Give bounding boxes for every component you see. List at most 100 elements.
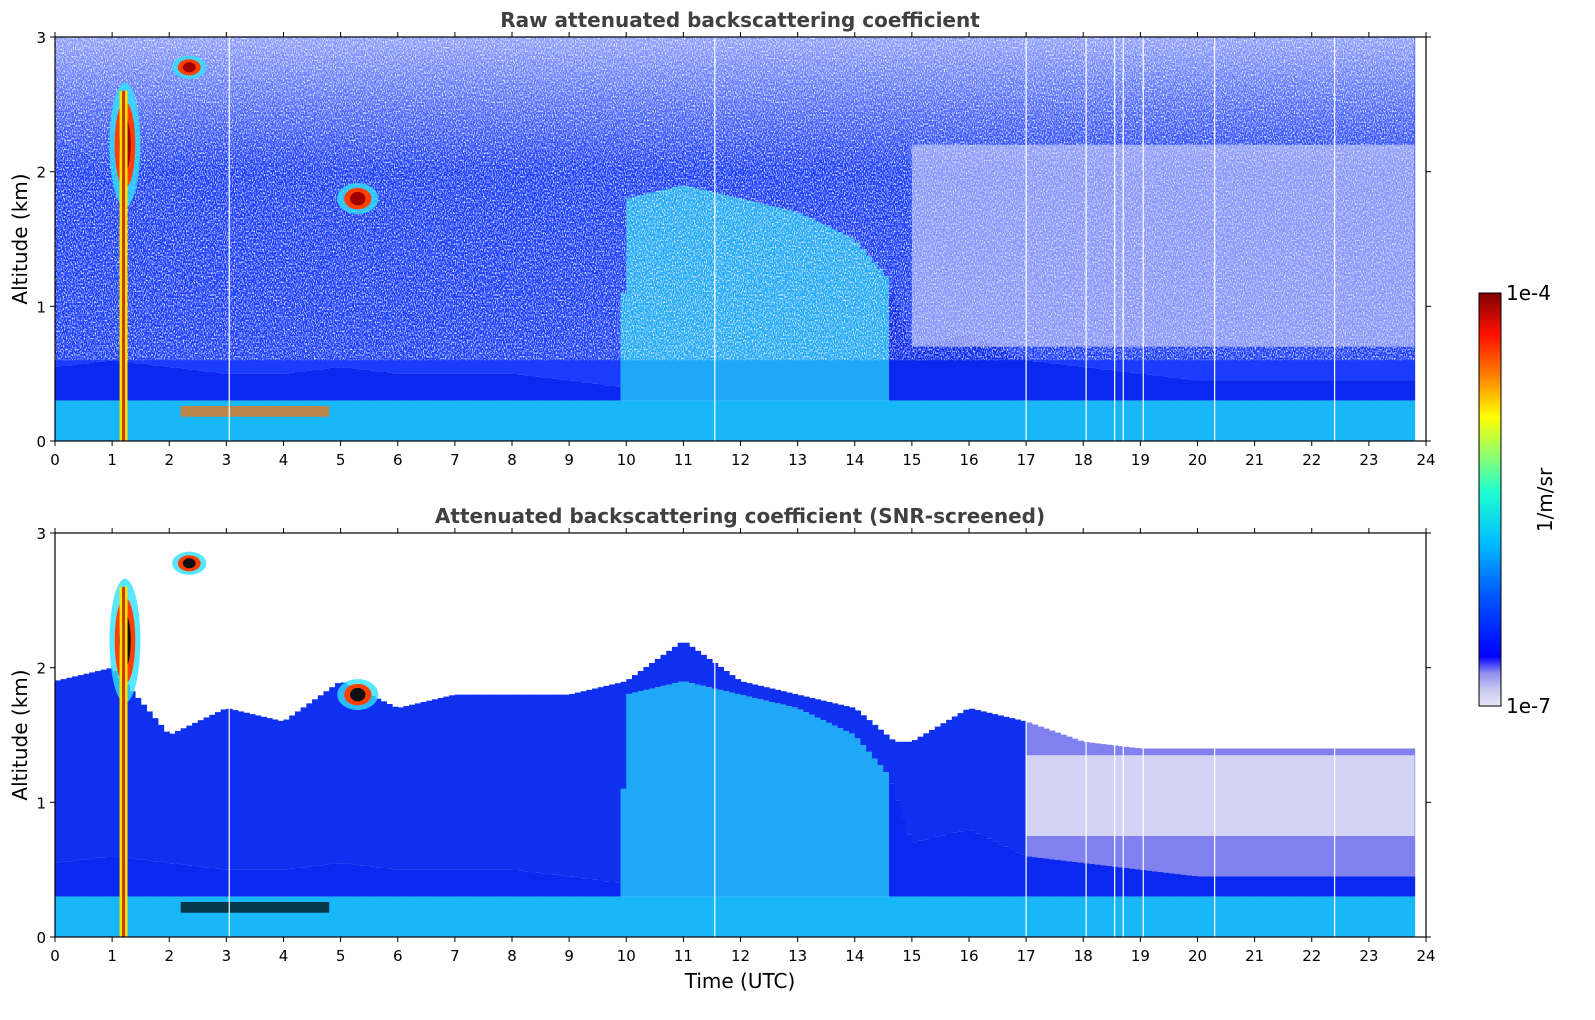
heatmap-cell-surface [146, 896, 153, 937]
heatmap-cell-surface [637, 400, 644, 441]
heatmap-cell-upper [403, 706, 410, 870]
heatmap-cell-upper [83, 673, 90, 860]
heatmap-cell-boundary-layer [1363, 876, 1370, 897]
heatmap-cell-boundary-layer [1203, 380, 1210, 401]
heatmap-cell-surface [346, 400, 353, 441]
heatmap-cell-surface [969, 400, 976, 441]
heatmap-cell-boundary-layer [174, 367, 182, 401]
heatmap-cell-surface [734, 896, 742, 937]
heatmap-cell-boundary-layer [1026, 856, 1033, 897]
heatmap-cell-surface [991, 896, 999, 937]
heatmap-cell-boundary-layer [923, 343, 930, 401]
heatmap-cell-surface [1043, 896, 1050, 937]
heatmap-cell-boundary-layer [603, 881, 610, 897]
heatmap-cell-surface [934, 400, 942, 441]
heatmap-cell-surface [1168, 400, 1176, 441]
heatmap-cell-boundary-layer [272, 373, 279, 401]
heatmap-cell-boundary-layer [1271, 380, 1279, 401]
heatmap-cell-boundary-layer [609, 882, 616, 897]
heatmap-cell-surface [1334, 896, 1341, 937]
heatmap-cell-boundary-layer [466, 869, 473, 897]
heatmap-cell-boundary-layer [757, 699, 764, 897]
heatmap-cell-surface [751, 896, 759, 937]
heatmap-cell-surface [609, 400, 616, 441]
heatmap-cell-boundary-layer [1134, 373, 1141, 401]
heatmap-cell-surface [917, 400, 924, 441]
heatmap-cell-boundary-layer [1197, 876, 1204, 897]
heatmap-cell-boundary-layer [163, 366, 170, 401]
heatmap-cell-surface [1186, 400, 1193, 441]
cloud-peak [350, 191, 366, 206]
heatmap-cell-boundary-layer [666, 684, 673, 897]
heatmap-cell-surface [729, 400, 736, 441]
heatmap-cell-surface [929, 400, 936, 441]
y-tick-label: 3 [36, 525, 46, 543]
heatmap-cell-surface [1026, 400, 1033, 441]
heatmap-cell-surface [409, 896, 416, 937]
heatmap-cell-upper [237, 711, 245, 870]
heatmap-cell-surface [837, 896, 844, 937]
heatmap-cell-boundary-layer [1088, 863, 1096, 897]
x-tick-label: 19 [1131, 947, 1150, 965]
heatmap-cell-surface [1214, 896, 1221, 937]
heatmap-cell-upper [243, 712, 250, 870]
heatmap-cell-surface [517, 896, 525, 937]
heatmap-cell-boundary-layer [77, 363, 85, 401]
heatmap-cell-surface [974, 896, 982, 937]
heatmap-cell-boundary-layer [1300, 380, 1307, 401]
heatmap-cell-surface [1163, 896, 1170, 937]
heatmap-cell-boundary-layer [437, 373, 445, 401]
heatmap-cell-boundary-layer [671, 683, 679, 897]
heatmap-cell-boundary-layer [574, 877, 582, 897]
heatmap-cell-surface [831, 896, 839, 937]
heatmap-cell-boundary-layer [1106, 865, 1113, 897]
heatmap-cell-upper [534, 694, 542, 873]
x-tick-label: 12 [731, 451, 750, 469]
heatmap-cell-boundary-layer [1043, 858, 1050, 897]
heatmap-cell-boundary-layer [1391, 380, 1399, 401]
heatmap-cell-surface [323, 896, 330, 937]
heatmap-cell-surface [1254, 400, 1261, 441]
heatmap-cell-boundary-layer [409, 373, 416, 401]
heatmap-cell-boundary-layer [969, 830, 976, 897]
x-tick-label: 4 [279, 451, 289, 469]
heatmap-cell-boundary-layer [1031, 857, 1039, 897]
heatmap-cell-boundary-layer [626, 693, 633, 897]
heatmap-cell-surface [923, 896, 930, 937]
panel2-x-ticks: 0 1 2 3 4 5 6 7 8 9 10 11 12 13 14 15 16 17 18 19 20 21 22 23 24 [50, 528, 1436, 965]
heatmap-cell-surface [1186, 896, 1193, 937]
heatmap-cell-boundary-layer [1077, 862, 1084, 897]
heatmap-cell-boundary-layer [1048, 859, 1056, 897]
heatmap-cell-upper [460, 694, 467, 870]
heatmap-cell-boundary-layer [72, 860, 79, 897]
heatmap-cell-surface [734, 400, 742, 441]
heatmap-cell-upper [169, 733, 176, 864]
heatmap-cell-surface [249, 400, 256, 441]
heatmap-cell-surface [334, 400, 342, 441]
heatmap-cell-boundary-layer [169, 367, 176, 401]
heatmap-cell-boundary-layer [557, 875, 565, 897]
heatmap-cell-boundary-layer [369, 370, 376, 401]
heatmap-cell-surface [60, 896, 68, 937]
heatmap-cell-upper [603, 685, 610, 882]
heatmap-cell-surface [860, 896, 867, 937]
heatmap-cell-boundary-layer [1037, 857, 1044, 897]
heatmap-cell-boundary-layer [529, 872, 536, 897]
heatmap-cell-boundary-layer [1403, 876, 1410, 897]
heatmap-cell-boundary-layer [837, 728, 844, 897]
heatmap-cell-boundary-layer [386, 868, 393, 897]
heatmap-cell-surface [237, 896, 245, 937]
heatmap-cell-surface [1283, 896, 1290, 937]
heatmap-cell-boundary-layer [1334, 876, 1341, 897]
heatmap-cell-boundary-layer [1168, 377, 1176, 401]
heatmap-cell-surface [157, 896, 165, 937]
heatmap-cell-boundary-layer [1254, 380, 1261, 401]
x-tick-label: 24 [1416, 947, 1435, 965]
heatmap-cell-surface [631, 896, 639, 937]
heatmap-cell-surface [254, 896, 262, 937]
heatmap-cell-surface [414, 400, 422, 441]
heatmap-cell-upper [214, 712, 222, 869]
heatmap-cell-surface [1008, 896, 1016, 937]
heatmap-cell-surface [609, 896, 616, 937]
heatmap-cell-surface [934, 896, 942, 937]
